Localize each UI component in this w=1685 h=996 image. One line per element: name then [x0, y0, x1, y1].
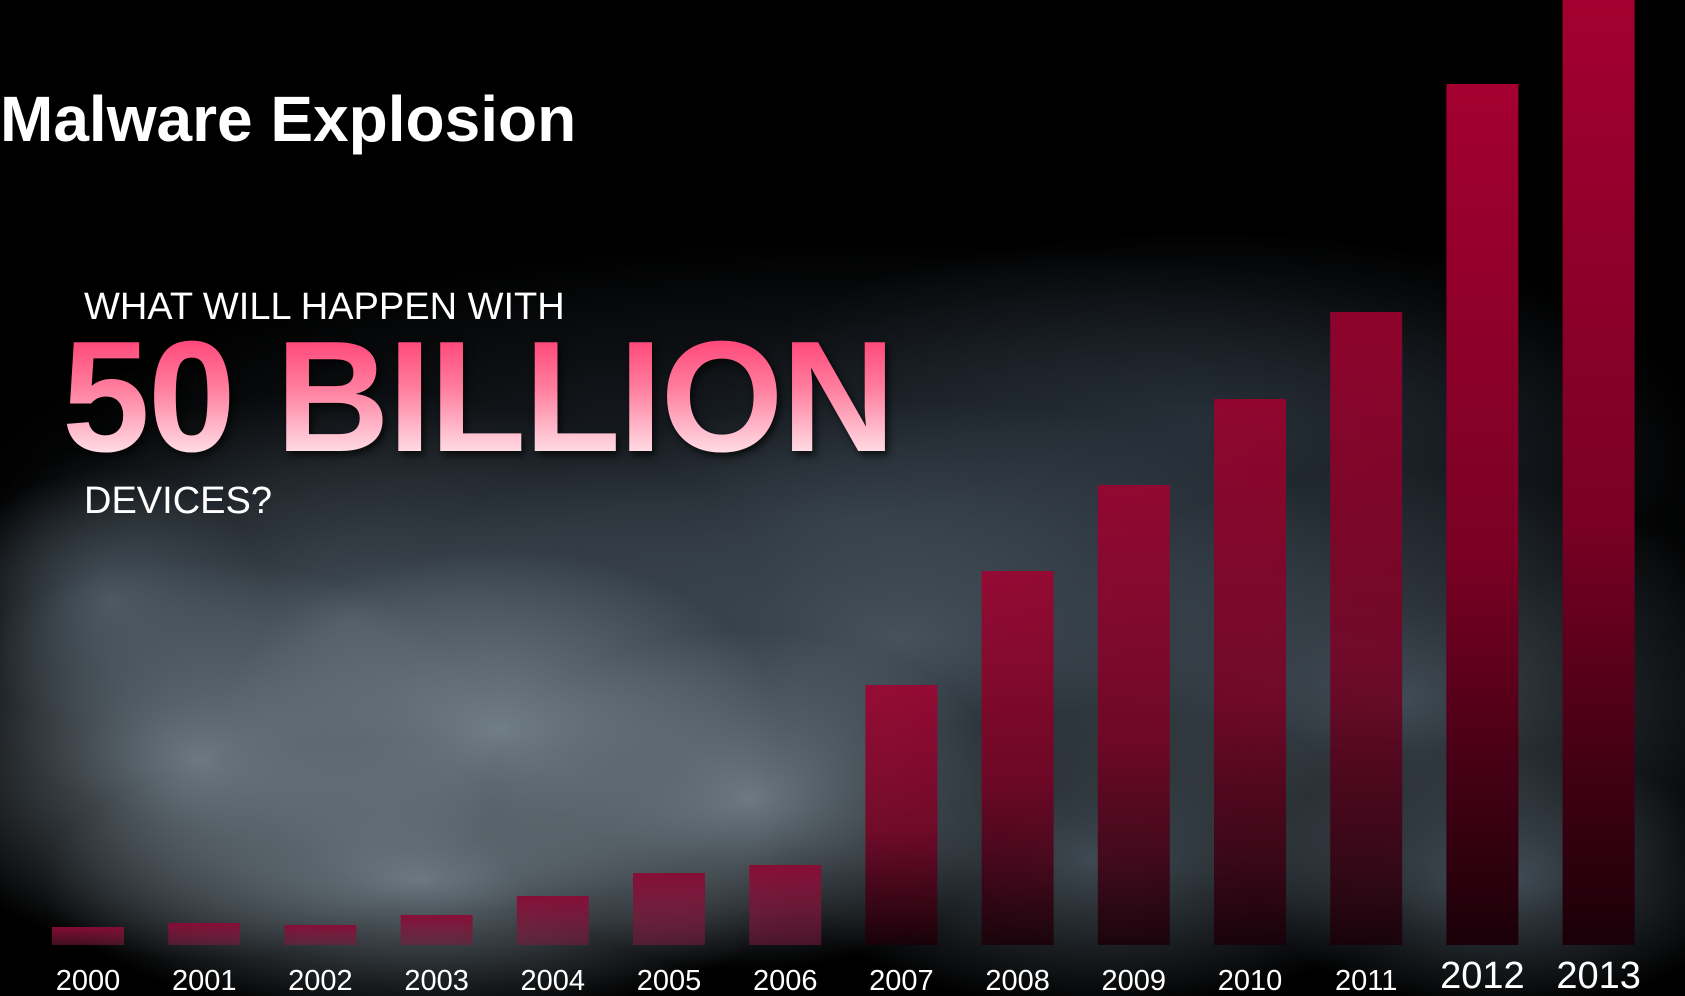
tagline-bottom: DEVICES? [84, 480, 272, 522]
bar-2008 [981, 571, 1054, 945]
bar-2000 [52, 927, 124, 945]
x-axis-labels: 2000 2001 2002 2003 2004 2005 2006 2007 2008 2009… [56, 955, 1641, 996]
x-tick-label-2011: 2011 [1335, 965, 1397, 996]
x-tick-label-2013: 2013 [1556, 955, 1641, 996]
bar-2013 [1562, 0, 1635, 945]
bar-2006 [749, 865, 822, 945]
x-tick-label-2002: 2002 [288, 965, 353, 996]
bar-2007 [865, 685, 938, 945]
bar-2012 [1446, 84, 1519, 945]
x-tick-label-2008: 2008 [985, 965, 1050, 996]
x-tick-label-2010: 2010 [1218, 965, 1283, 996]
x-tick-label-2007: 2007 [869, 965, 934, 996]
x-tick-label-2005: 2005 [637, 965, 702, 996]
tagline-top: WHAT WILL HAPPEN WITH [84, 286, 565, 328]
x-tick-label-2003: 2003 [404, 965, 469, 996]
x-tick-label-2009: 2009 [1102, 965, 1167, 996]
tagline-big: 50 BILLION [62, 309, 896, 485]
bar-2003 [400, 915, 473, 945]
bar-2005 [633, 873, 705, 945]
bar-2002 [284, 925, 357, 945]
bar-2010 [1214, 399, 1286, 945]
bar-2001 [168, 923, 241, 945]
page-title: Malware Explosion [0, 83, 577, 155]
x-tick-label-2001: 2001 [172, 965, 237, 996]
bar-2011 [1330, 312, 1403, 945]
x-tick-label-2006: 2006 [753, 965, 818, 996]
x-tick-label-2000: 2000 [56, 965, 121, 996]
x-tick-label-2012: 2012 [1440, 955, 1525, 996]
bar-2009 [1097, 485, 1170, 945]
bars-group [52, 0, 1635, 945]
bar-2004 [516, 896, 589, 945]
x-tick-label-2004: 2004 [521, 965, 586, 996]
